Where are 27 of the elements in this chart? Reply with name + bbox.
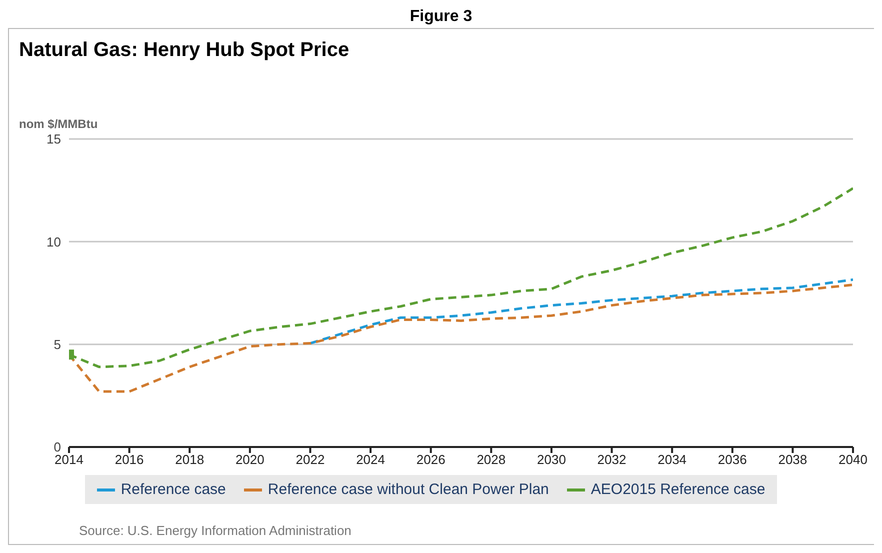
legend-label: AEO2015 Reference case <box>590 481 766 498</box>
x-tick-label: 2016 <box>114 452 144 468</box>
x-tick-label: 2040 <box>838 452 868 468</box>
x-tick-label: 2032 <box>597 452 626 468</box>
y-tick-label: 15 <box>46 132 61 147</box>
y-tick-label: 5 <box>54 336 61 352</box>
legend-label: Reference case without Clean Power Plan <box>268 481 549 498</box>
x-tick-label: 2028 <box>476 452 506 468</box>
x-tick-label: 2038 <box>778 452 808 468</box>
y-tick-label: 10 <box>46 234 61 250</box>
x-tick-label: 2030 <box>537 452 566 468</box>
x-tick-label: 2036 <box>718 452 747 468</box>
x-tick-label: 2018 <box>175 452 204 468</box>
line-series <box>69 284 853 393</box>
y-tick-label: 0 <box>54 440 61 455</box>
x-tick-label: 2022 <box>296 452 325 468</box>
x-tick-label: 2026 <box>416 452 446 468</box>
line-series <box>308 278 853 345</box>
y-axis-title: nom $/MMBtu <box>19 117 98 131</box>
x-tick-label: 2014 <box>54 452 84 468</box>
legend-label: Reference case <box>120 481 226 498</box>
source-note: Source: U.S. Energy Information Administration <box>79 523 352 538</box>
x-tick-label: 2020 <box>235 452 264 468</box>
x-tick-label: 2024 <box>356 452 385 468</box>
chart-title: Figure 3 <box>408 8 474 27</box>
x-tick-label: 2034 <box>658 452 687 468</box>
chart-subtitle: Natural Gas: Henry Hub Spot Price <box>19 39 350 62</box>
